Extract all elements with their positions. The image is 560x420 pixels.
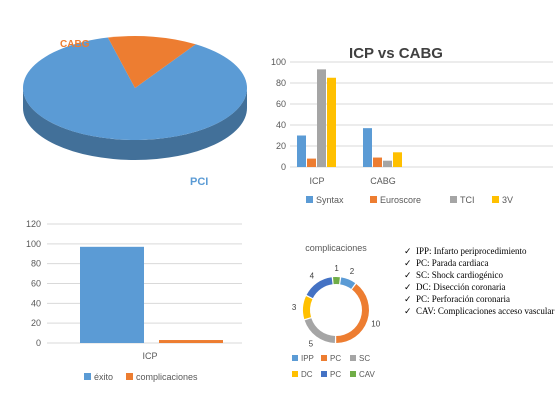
doughnut-slice-pc [306,277,333,299]
checkmark-icon: ✓ [404,246,412,256]
legend-swatch [321,371,327,377]
y-tick-label: 20 [276,141,286,151]
doughnut-title: complicaciones [305,243,367,253]
legend-swatch [292,371,298,377]
abbreviation-text: IPP: Infarto periprocedimiento [416,246,527,256]
bar-chart-icp-outcomes: 0 20 40 60 80 100 120 ICP éxito complicaciones [26,219,242,382]
bar-complicaciones [159,340,223,343]
y-tick-label: 80 [276,78,286,88]
legend-label: IPP [301,354,314,363]
bar-euroscore-icp [307,158,316,167]
legend-label: Syntax [316,195,344,205]
abbreviation-item: ✓ DC: Disección coronaria [404,282,560,293]
abbreviation-text: PC: Parada cardiaca [416,258,489,268]
doughnut-slice-pc [336,283,369,343]
legend-label: complicaciones [136,372,198,382]
bar-syntax-cabg [363,128,372,167]
legend-label: DC [301,370,313,379]
checkmark-icon: ✓ [404,270,412,280]
abbreviation-item: ✓ IPP: Infarto periprocedimiento [404,246,560,257]
doughnut-slice-cav [333,277,340,285]
y-tick-label: 40 [31,298,41,308]
bar-tci-icp [317,69,326,167]
legend-label: 3V [502,195,513,205]
doughnut-value-label: 3 [292,303,297,312]
y-tick-label: 20 [31,318,41,328]
abbreviation-item: ✓ CAV: Complicaciones acceso vascular [404,306,560,317]
checkmark-icon: ✓ [404,282,412,292]
abbreviation-item: ✓ PC: Parada cardiaca [404,258,560,269]
doughnut-value-label: 1 [334,264,339,273]
doughnut-slice-dc [303,296,313,320]
abbreviation-item: ✓ PC: Perforación coronaria [404,294,560,305]
y-tick-label: 100 [271,57,286,67]
bar-3v-icp [327,77,336,167]
bar-3v-cabg [393,152,402,167]
y-tick-label: 0 [281,162,286,172]
doughnut-slice-sc [304,318,336,343]
legend-swatch [306,196,313,203]
checkmark-icon: ✓ [404,306,412,316]
abbreviation-text: SC: Shock cardiogénico [416,270,503,280]
x-tick-label: CABG [370,176,396,186]
doughnut-slice-ipp [340,277,356,289]
legend-label: PC [330,370,341,379]
legend-swatch [350,355,356,361]
bar-exito [80,246,144,343]
legend-label: PC [330,354,341,363]
checkmark-icon: ✓ [404,294,412,304]
abbreviation-text: PC: Perforación coronaria [416,294,510,304]
legend-swatch [450,196,457,203]
legend-label: SC [359,354,370,363]
pie-chart-pci-cabg: PCI CABG [23,36,248,188]
legend-swatch [84,373,91,380]
legend-label: TCI [460,195,475,205]
pie-side-pci [23,88,247,160]
legend-swatch [292,355,298,361]
legend-swatch [492,196,499,203]
abbreviation-text: CAV: Complicaciones acceso vascular [416,306,555,316]
bar-euroscore-cabg [373,157,382,167]
bar-syntax-icp [297,135,306,167]
y-tick-label: 60 [31,279,41,289]
legend-swatch [126,373,133,380]
doughnut-value-label: 4 [310,272,315,281]
doughnut-value-label: 10 [371,320,380,329]
abbreviation-item: ✓ SC: Shock cardiogénico [404,270,560,281]
pie-slice-pci [23,37,248,141]
x-tick-label: ICP [142,351,157,361]
y-tick-label: 100 [26,239,41,249]
bar-tci-cabg [383,160,392,167]
y-tick-label: 80 [31,259,41,269]
legend-swatch [321,355,327,361]
y-tick-label: 40 [276,120,286,130]
pie-slice-cabg [107,36,196,88]
doughnut-value-label: 2 [350,267,355,276]
y-tick-label: 60 [276,99,286,109]
checkmark-icon: ✓ [404,258,412,268]
legend-label: éxito [94,372,113,382]
x-tick-label: ICP [309,176,324,186]
pie-label-cabg: CABG [60,39,90,50]
abbreviation-text: DC: Disección coronaria [416,282,506,292]
legend-label: CAV [359,370,376,379]
y-tick-label: 0 [36,338,41,348]
legend-label: Euroscore [380,195,421,205]
chart-title: ICP vs CABG [349,45,443,62]
abbreviation-list: ✓ IPP: Infarto periprocedimiento ✓ PC: Para… [404,246,560,318]
doughnut-chart-complicaciones: complicaciones 2 10 5 3 4 1 IPP PC SC DC PC CAV [292,243,381,379]
doughnut-value-label: 5 [309,340,314,349]
bar-chart-icp-vs-cabg: ICP vs CABG 0 20 40 60 80 100 ICP CABG Syntax Euro… [271,45,553,205]
y-tick-label: 120 [26,219,41,229]
pie-label-pci: PCI [190,176,208,188]
legend-swatch [350,371,356,377]
legend-swatch [370,196,377,203]
